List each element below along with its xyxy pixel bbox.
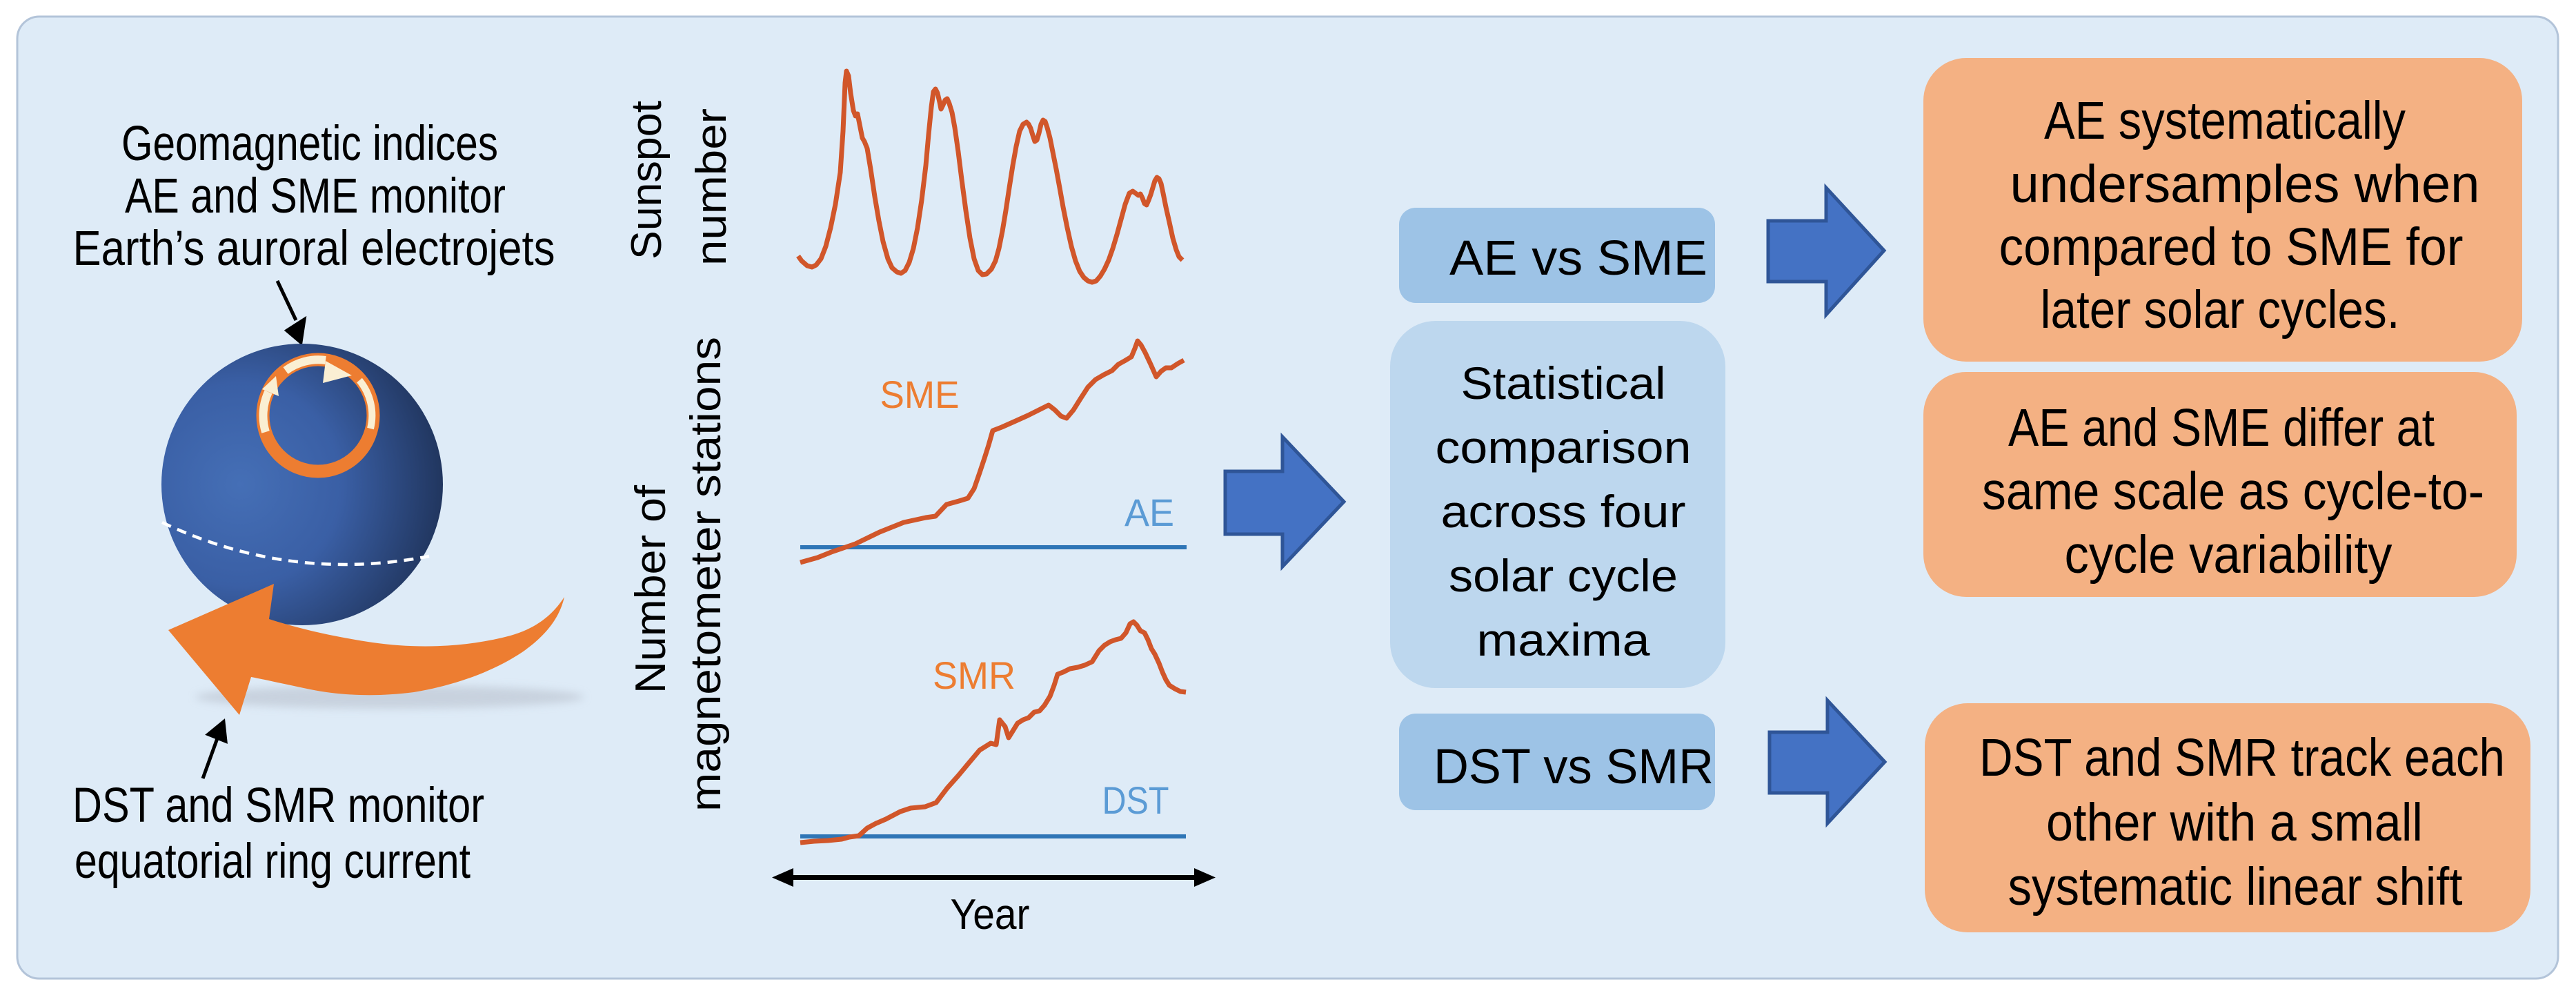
svg-text:other with a small: other with a small bbox=[2046, 793, 2423, 852]
svg-text:Statistical: Statistical bbox=[1461, 357, 1666, 409]
svg-text:across four: across four bbox=[1441, 486, 1686, 537]
svg-text:compared to SME for: compared to SME for bbox=[1999, 217, 2464, 277]
svg-text:later solar cycles.: later solar cycles. bbox=[2041, 280, 2400, 340]
svg-text:number: number bbox=[688, 108, 735, 266]
svg-text:DST and SMR monitor: DST and SMR monitor bbox=[72, 778, 484, 833]
svg-text:DST vs SMR: DST vs SMR bbox=[1434, 740, 1714, 794]
svg-text:DST: DST bbox=[1102, 778, 1169, 822]
svg-text:solar cycle: solar cycle bbox=[1449, 550, 1678, 601]
svg-text:Sunspot: Sunspot bbox=[623, 101, 671, 259]
svg-text:cycle variability: cycle variability bbox=[2065, 525, 2392, 585]
svg-text:DST and SMR track each: DST and SMR track each bbox=[1979, 728, 2505, 787]
svg-text:maxima: maxima bbox=[1477, 614, 1650, 665]
svg-text:AE: AE bbox=[1124, 491, 1174, 534]
svg-text:same scale as cycle-to-: same scale as cycle-to- bbox=[1982, 462, 2484, 521]
svg-text:AE vs SME: AE vs SME bbox=[1449, 231, 1707, 286]
svg-text:Earth’s auroral electrojets: Earth’s auroral electrojets bbox=[73, 222, 555, 276]
svg-text:SMR: SMR bbox=[933, 654, 1015, 697]
svg-text:Number of: Number of bbox=[627, 484, 675, 694]
svg-text:Geomagnetic indices: Geomagnetic indices bbox=[121, 117, 498, 171]
svg-text:AE and SME differ at: AE and SME differ at bbox=[2008, 398, 2435, 458]
svg-text:SME: SME bbox=[880, 373, 960, 416]
svg-text:equatorial ring current: equatorial ring current bbox=[75, 834, 470, 889]
svg-text:comparison: comparison bbox=[1436, 422, 1692, 473]
svg-text:systematic linear shift: systematic linear shift bbox=[2008, 857, 2463, 916]
svg-text:AE and SME monitor: AE and SME monitor bbox=[125, 169, 506, 224]
svg-text:Year: Year bbox=[951, 891, 1030, 939]
svg-text:undersamples when: undersamples when bbox=[2010, 155, 2480, 214]
svg-text:AE systematically: AE systematically bbox=[2044, 91, 2406, 150]
svg-text:magnetometer stations: magnetometer stations bbox=[682, 337, 730, 812]
